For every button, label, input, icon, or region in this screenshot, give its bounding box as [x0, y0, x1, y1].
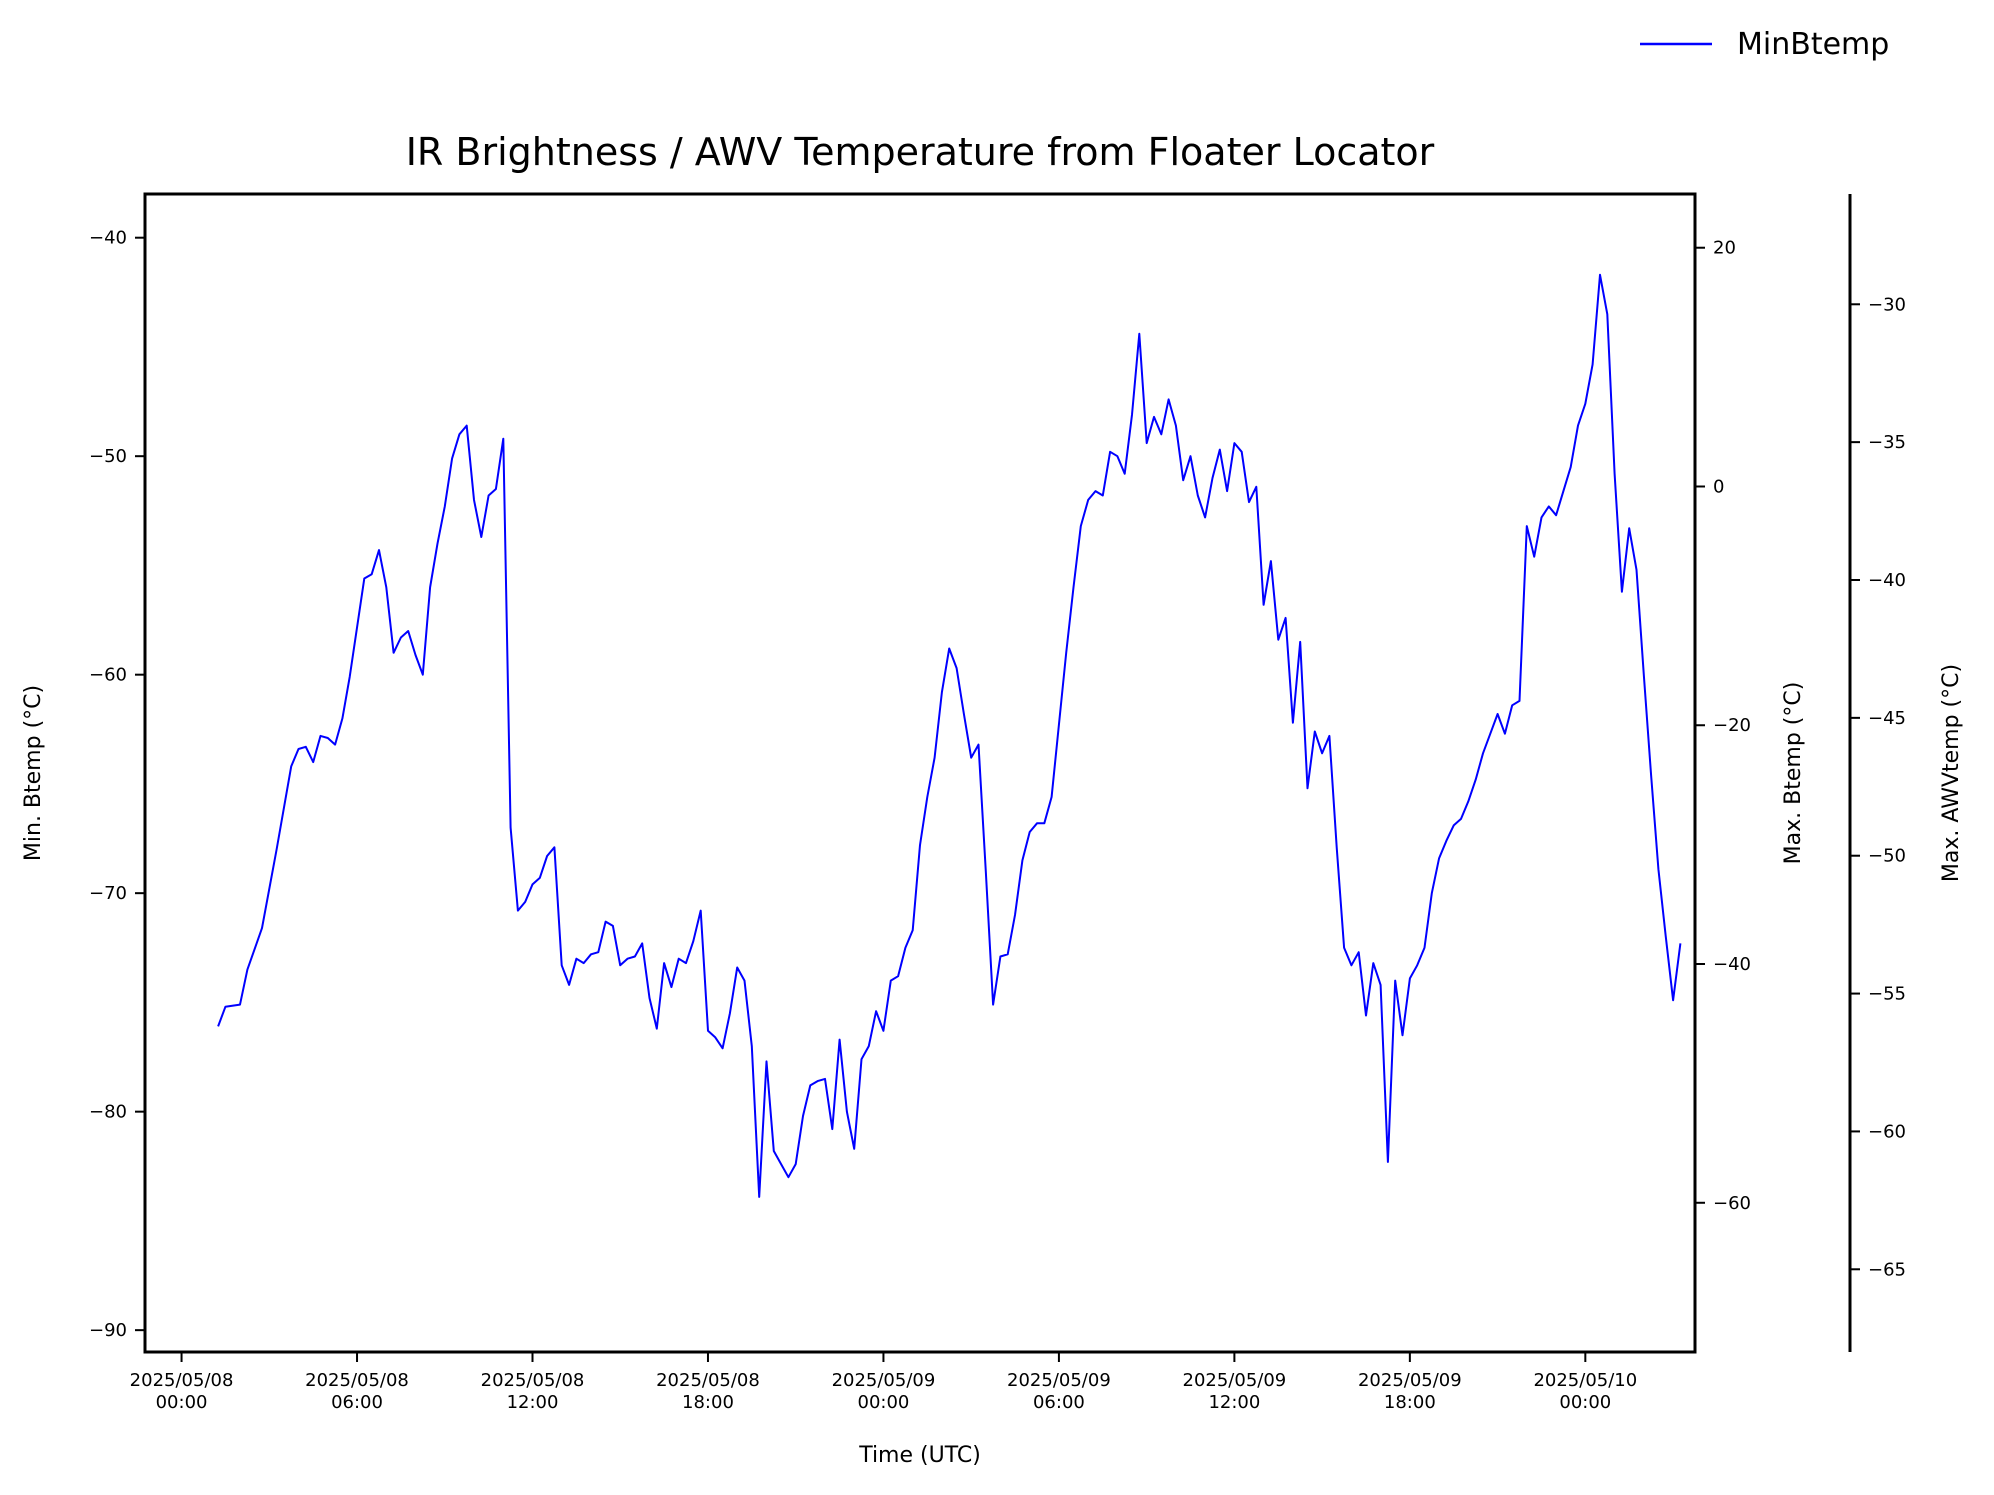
- right2-tick-label-2: −40: [1868, 570, 1906, 591]
- x-axis-label: Time (UTC): [858, 1443, 981, 1468]
- x-tick-label-date-7: 2025/05/09: [1358, 1370, 1462, 1391]
- x-tick-label-time-5: 06:00: [1033, 1392, 1085, 1413]
- right1-tick-label-4: −60: [1713, 1193, 1751, 1214]
- legend: MinBtemp: [1640, 27, 1889, 62]
- y-axis-label-right2: Max. AWVtemp (°C): [1939, 664, 1964, 882]
- left-tick-label-3: −70: [89, 883, 127, 904]
- series-layer: [217, 273, 1682, 1198]
- x-tick-label-time-8: 00:00: [1559, 1392, 1611, 1413]
- left-tick-label-2: −60: [89, 665, 127, 686]
- right2-tick-label-3: −45: [1868, 708, 1906, 729]
- axis-ticks: 2025/05/0800:002025/05/0806:002025/05/08…: [89, 228, 1906, 1413]
- y-axis-label-right1: Max. Btemp (°C): [1781, 682, 1806, 865]
- left-tick-label-1: −50: [89, 446, 127, 467]
- right2-tick-label-7: −65: [1868, 1259, 1906, 1280]
- x-tick-label-time-6: 12:00: [1208, 1392, 1260, 1413]
- right1-tick-label-0: 20: [1713, 238, 1736, 259]
- series-line-MinBtemp: [217, 273, 1682, 1198]
- right2-tick-label-1: −35: [1868, 432, 1906, 453]
- x-tick-label-date-5: 2025/05/09: [1007, 1370, 1111, 1391]
- left-tick-label-4: −80: [89, 1102, 127, 1123]
- left-tick-label-5: −90: [89, 1320, 127, 1341]
- x-tick-label-time-4: 00:00: [858, 1392, 910, 1413]
- x-tick-label-time-1: 06:00: [331, 1392, 383, 1413]
- right1-tick-label-1: 0: [1713, 476, 1724, 497]
- x-tick-label-date-1: 2025/05/08: [305, 1370, 409, 1391]
- x-tick-label-date-3: 2025/05/08: [656, 1370, 760, 1391]
- x-tick-label-date-6: 2025/05/09: [1183, 1370, 1287, 1391]
- chart-title: IR Brightness / AWV Temperature from Flo…: [406, 130, 1435, 174]
- right2-tick-label-0: −30: [1868, 294, 1906, 315]
- x-tick-label-time-2: 12:00: [507, 1392, 559, 1413]
- axes-frame: [143, 192, 1697, 1354]
- left-tick-label-0: −40: [89, 228, 127, 249]
- x-tick-label-date-4: 2025/05/09: [832, 1370, 936, 1391]
- right2-tick-label-4: −50: [1868, 846, 1906, 867]
- y-axis-label-left: Min. Btemp (°C): [21, 685, 46, 861]
- right2-tick-label-5: −55: [1868, 984, 1906, 1005]
- x-tick-label-date-8: 2025/05/10: [1533, 1370, 1637, 1391]
- right1-tick-label-3: −40: [1713, 954, 1751, 975]
- x-tick-label-time-3: 18:00: [682, 1392, 734, 1413]
- x-tick-label-time-0: 00:00: [156, 1392, 208, 1413]
- x-tick-label-date-0: 2025/05/08: [130, 1370, 234, 1391]
- legend-label-MinBtemp: MinBtemp: [1737, 27, 1889, 62]
- x-tick-label-date-2: 2025/05/08: [481, 1370, 585, 1391]
- right2-tick-label-6: −60: [1868, 1121, 1906, 1142]
- right1-tick-label-2: −20: [1713, 715, 1751, 736]
- x-tick-label-time-7: 18:00: [1384, 1392, 1436, 1413]
